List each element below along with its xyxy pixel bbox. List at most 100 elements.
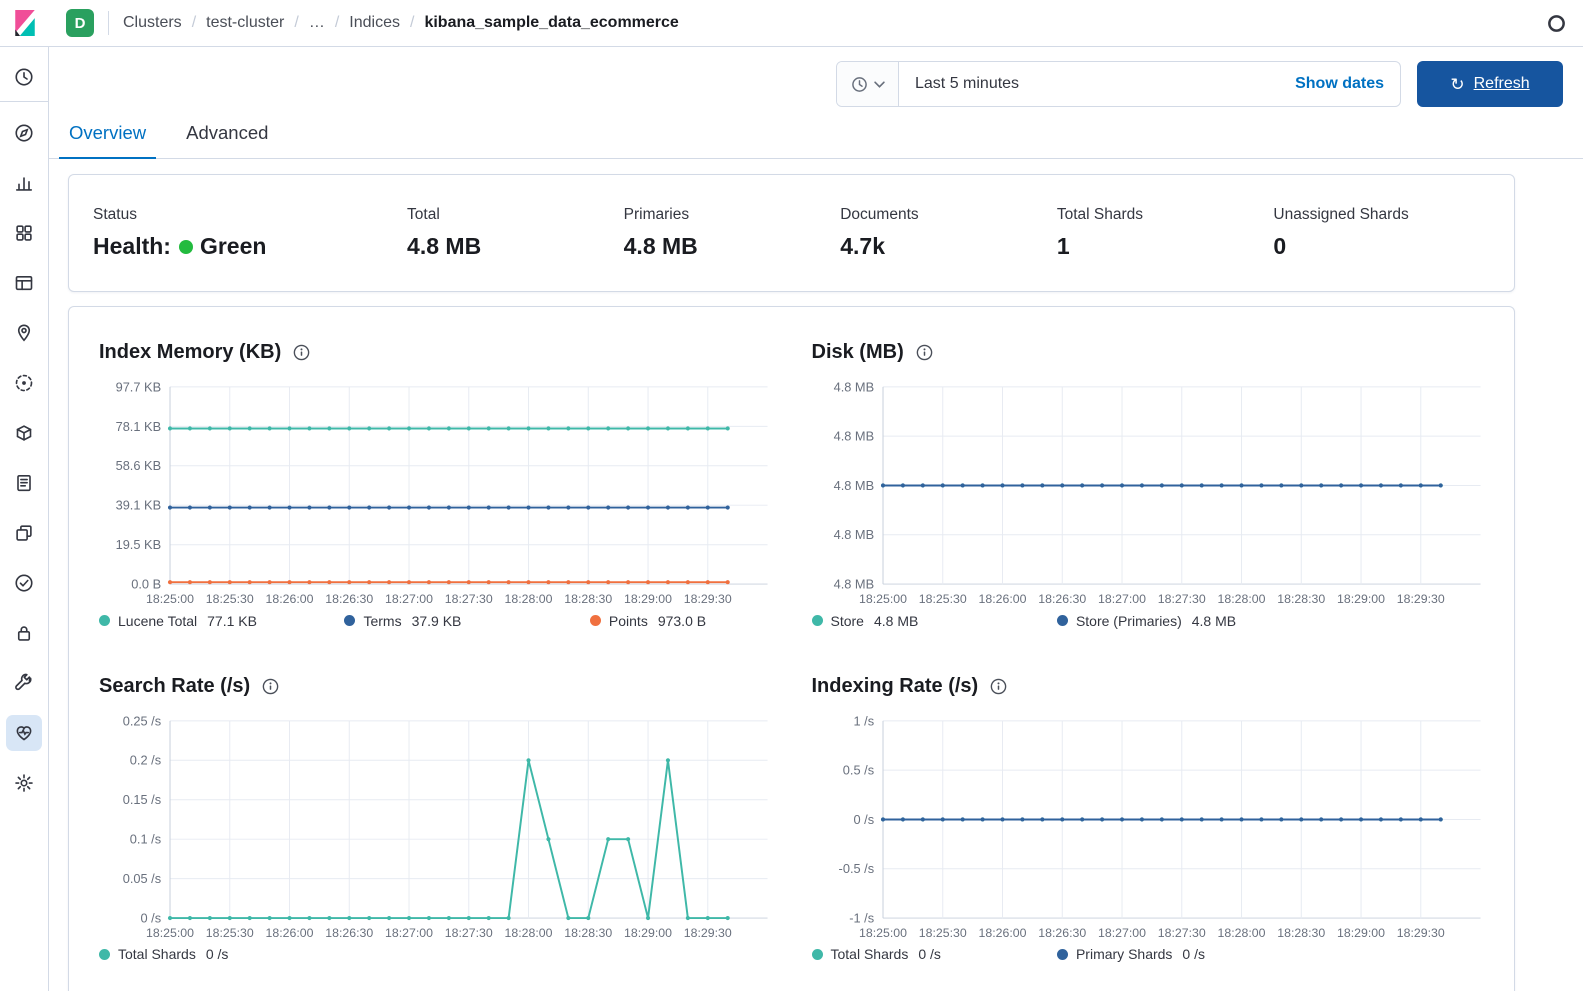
breadcrumb-separator: /: [294, 14, 298, 32]
chart-title-search-rate: Search Rate (/s): [99, 675, 250, 698]
top-header: D Clusters/test-cluster/…/Indices/kibana…: [0, 0, 1583, 47]
svg-text:18:29:00: 18:29:00: [624, 592, 672, 606]
chevron-down-icon: [874, 81, 885, 88]
stat-total-shards: Total Shards 1: [1057, 206, 1274, 260]
chart-plot-disk[interactable]: 4.8 MB4.8 MB4.8 MB4.8 MB4.8 MB18:25:0018…: [812, 377, 1485, 610]
svg-text:0 /s: 0 /s: [853, 812, 874, 827]
breadcrumb-separator: /: [192, 14, 196, 32]
kibana-logo[interactable]: [0, 10, 49, 36]
svg-text:-0.5 /s: -0.5 /s: [838, 861, 874, 876]
refresh-button[interactable]: ↻ Refresh: [1417, 61, 1563, 107]
info-icon[interactable]: [293, 344, 310, 361]
nav-item-management[interactable]: [6, 765, 42, 801]
stat-label: Primaries: [624, 206, 841, 224]
svg-text:18:28:30: 18:28:30: [564, 592, 612, 606]
svg-text:18:27:00: 18:27:00: [385, 926, 433, 940]
legend-series-value: 37.9 KB: [412, 613, 462, 629]
nav-item-visualize[interactable]: [6, 165, 42, 201]
show-dates-button[interactable]: Show dates: [1279, 75, 1400, 93]
svg-text:18:28:00: 18:28:00: [505, 592, 553, 606]
nav-item-canvas[interactable]: [6, 265, 42, 301]
legend-series-value: 973.0 B: [658, 613, 706, 629]
svg-text:18:25:30: 18:25:30: [206, 926, 254, 940]
svg-text:0 /s: 0 /s: [140, 910, 161, 925]
legend-item-store-primaries[interactable]: Store (Primaries) 4.8 MB: [1057, 613, 1236, 629]
legend-series-name: Terms: [363, 613, 401, 629]
quick-select-button[interactable]: [837, 62, 899, 106]
pulse-icon: [14, 723, 34, 743]
svg-text:18:27:30: 18:27:30: [445, 592, 493, 606]
legend-series-name: Points: [609, 613, 648, 629]
wrench-icon: [14, 673, 34, 693]
svg-text:18:25:00: 18:25:00: [859, 926, 907, 940]
svg-text:18:28:00: 18:28:00: [505, 926, 553, 940]
svg-text:18:25:30: 18:25:30: [206, 592, 254, 606]
lock-icon: [14, 623, 34, 643]
nav-item-dev-tools[interactable]: [6, 665, 42, 701]
chart-plot-indexing-rate[interactable]: 1 /s0.5 /s0 /s-0.5 /s-1 /s18:25:0018:25:…: [812, 711, 1485, 944]
svg-text:18:29:00: 18:29:00: [1337, 926, 1385, 940]
nav-item-maps[interactable]: [6, 315, 42, 351]
breadcrumb-item-test-cluster[interactable]: test-cluster: [206, 14, 284, 32]
nav-item-logs[interactable]: [6, 465, 42, 501]
nav-item-recently-viewed[interactable]: [6, 59, 42, 95]
breadcrumb-item-clusters[interactable]: Clusters: [123, 14, 182, 32]
svg-text:18:27:00: 18:27:00: [1098, 926, 1146, 940]
kibana-logo-icon: [12, 10, 38, 36]
svg-text:18:28:00: 18:28:00: [1217, 592, 1265, 606]
chart-plot-index-memory[interactable]: 97.7 KB78.1 KB58.6 KB39.1 KB19.5 KB0.0 B…: [99, 377, 772, 610]
svg-text:78.1 KB: 78.1 KB: [116, 419, 162, 434]
svg-text:4.8 MB: 4.8 MB: [833, 577, 874, 592]
info-icon[interactable]: [990, 678, 1007, 695]
legend-item-points[interactable]: Points 973.0 B: [590, 613, 706, 629]
tab-overview[interactable]: Overview: [59, 117, 156, 159]
nav-item-metrics[interactable]: [6, 515, 42, 551]
help-icon[interactable]: [1546, 13, 1567, 34]
info-icon[interactable]: [262, 678, 279, 695]
breadcrumb-item-indices[interactable]: Indices: [349, 14, 400, 32]
svg-text:18:25:00: 18:25:00: [859, 592, 907, 606]
nav-item-apm[interactable]: [6, 415, 42, 451]
time-range-value[interactable]: Last 5 minutes: [899, 75, 1279, 93]
svg-text:0.0 B: 0.0 B: [131, 577, 161, 592]
stat-value: 4.7k: [840, 233, 1057, 260]
breadcrumb-separator: /: [410, 14, 414, 32]
info-icon[interactable]: [916, 344, 933, 361]
main-content: Last 5 minutes Show dates ↻ Refresh Over…: [49, 47, 1583, 991]
grid-icon: [14, 223, 34, 243]
chart-plot-search-rate[interactable]: 0.25 /s0.2 /s0.15 /s0.1 /s0.05 /s0 /s18:…: [99, 711, 772, 944]
space-badge[interactable]: D: [66, 9, 94, 37]
svg-text:18:28:30: 18:28:30: [1277, 592, 1325, 606]
legend-series-name: Total Shards: [118, 946, 196, 962]
chart-indexing-rate: Indexing Rate (/s) 1 /s0.5 /s0 /s-0.5 /s…: [812, 675, 1485, 963]
legend-item-terms[interactable]: Terms 37.9 KB: [344, 613, 589, 629]
legend-item-total-shards[interactable]: Total Shards 0 /s: [812, 946, 1057, 962]
tab-bar: Overview Advanced: [49, 117, 1583, 159]
nav-item-uptime[interactable]: [6, 565, 42, 601]
document-icon: [14, 473, 34, 493]
nav-item-dashboard[interactable]: [6, 215, 42, 251]
legend-dot: [1057, 949, 1068, 960]
breadcrumb: Clusters/test-cluster/…/Indices/kibana_s…: [123, 14, 679, 32]
svg-text:0.25 /s: 0.25 /s: [123, 713, 161, 728]
legend-item-total-shards[interactable]: Total Shards 0 /s: [99, 946, 228, 962]
health-status-dot: [179, 240, 193, 254]
breadcrumb-item-ellipsis[interactable]: …: [309, 14, 325, 32]
legend-item-store[interactable]: Store 4.8 MB: [812, 613, 1057, 629]
nav-item-machine-learning[interactable]: [6, 365, 42, 401]
canvas-icon: [14, 273, 34, 293]
legend-item-primary-shards[interactable]: Primary Shards 0 /s: [1057, 946, 1205, 962]
legend-series-value: 4.8 MB: [874, 613, 918, 629]
tab-advanced[interactable]: Advanced: [176, 117, 278, 159]
svg-text:18:27:30: 18:27:30: [1157, 926, 1205, 940]
chart-legend-disk: Store 4.8 MB Store (Primaries) 4.8 MB: [812, 613, 1485, 629]
nav-item-stack-monitoring[interactable]: [6, 715, 42, 751]
chart-legend-search-rate: Total Shards 0 /s: [99, 946, 772, 962]
package-icon: [14, 423, 34, 443]
legend-item-lucene-total[interactable]: Lucene Total 77.1 KB: [99, 613, 344, 629]
nav-item-discover[interactable]: [6, 115, 42, 151]
legend-dot: [1057, 615, 1068, 626]
svg-text:58.6 KB: 58.6 KB: [116, 458, 162, 473]
svg-text:0.05 /s: 0.05 /s: [123, 871, 161, 886]
nav-item-security[interactable]: [6, 615, 42, 651]
